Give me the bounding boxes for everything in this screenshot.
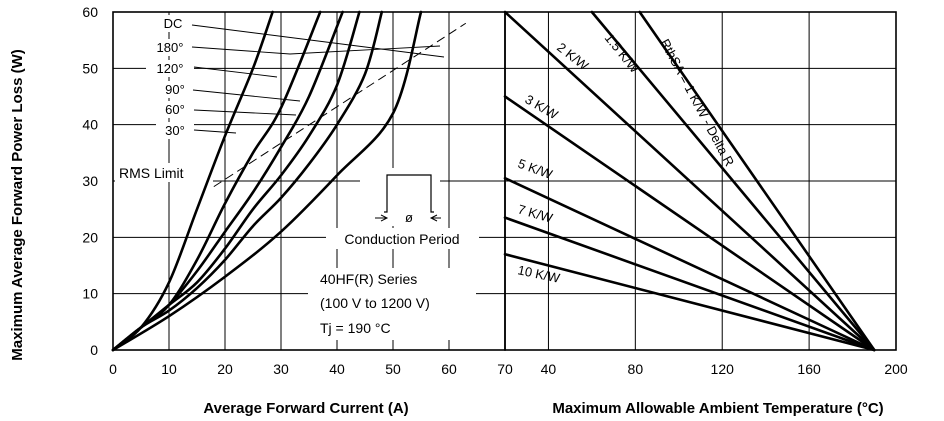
- right-x-tick-label: 160: [797, 361, 821, 377]
- left-x-tick-label: 0: [109, 361, 117, 377]
- left-x-tick-label: 40: [329, 361, 345, 377]
- y-tick-label: 0: [90, 342, 98, 358]
- y-tick-label: 20: [82, 229, 98, 245]
- left-x-tick-label: 30: [273, 361, 289, 377]
- right-x-tick-label: 40: [541, 361, 557, 377]
- right-grid: [505, 11, 897, 351]
- label-30: 30°: [165, 123, 185, 138]
- left-x-tick-label: 20: [217, 361, 233, 377]
- right-series-line-0: [638, 10, 876, 352]
- y-axis-title: Maximum Average Forward Power Loss (W): [9, 49, 26, 360]
- right-series-line-5: [503, 216, 876, 352]
- left-x-tick-label: 10: [161, 361, 177, 377]
- voltage-range-label: (100 V to 1200 V): [320, 295, 430, 311]
- label-3kw: 3 K/W: [523, 92, 562, 123]
- left-y-ticks: 0 10 20 30 40 50 60: [82, 4, 98, 358]
- right-plot-frame: [504, 11, 897, 351]
- right-x-axis-title: Maximum Allowable Ambient Temperature (°…: [552, 400, 883, 417]
- label-dc: DC: [164, 16, 183, 31]
- annotation-backgrounds: [115, 15, 479, 340]
- left-curves: [111, 10, 467, 352]
- left-series-line-6: [213, 22, 467, 188]
- right-series-line-2: [503, 10, 876, 352]
- label-7kw: 7 K/W: [516, 201, 555, 225]
- label-90: 90°: [165, 82, 185, 97]
- right-series-line-3: [503, 95, 876, 352]
- label-120: 120°: [157, 61, 184, 76]
- right-x-tick-label: 80: [628, 361, 644, 377]
- label-1-5kw: 1.5 K/W: [602, 30, 643, 76]
- right-x-tick-label: 120: [711, 361, 735, 377]
- label-rms-limit: RMS Limit: [119, 165, 184, 181]
- left-x-ticks: 0 10 20 30 40 50 60: [109, 361, 457, 377]
- y-tick-label: 60: [82, 4, 98, 20]
- tj-label: Tj = 190 °C: [320, 320, 391, 336]
- label-5kw: 5 K/W: [516, 156, 555, 182]
- y-tick-label: 50: [82, 60, 98, 76]
- right-series-line-4: [503, 176, 876, 352]
- right-series-line-6: [503, 252, 876, 352]
- right-series-line-1: [590, 10, 876, 352]
- label-60: 60°: [165, 102, 185, 117]
- left-series-line-4: [111, 10, 384, 352]
- label-10kw: 10 K/W: [516, 262, 562, 286]
- label-180: 180°: [157, 40, 184, 55]
- label-leaders: [191, 24, 445, 134]
- label-rthsa-1: RthSA = 1 K/W - Delta R: [657, 36, 737, 168]
- series-label: 40HF(R) Series: [320, 271, 417, 287]
- left-x-tick-label: 60: [441, 361, 457, 377]
- phi-symbol: ø: [405, 210, 413, 225]
- conduction-period-label: Conduction Period: [344, 231, 459, 247]
- right-x-tick-label: 70: [497, 361, 513, 377]
- left-x-tick-label: 50: [385, 361, 401, 377]
- y-tick-label: 10: [82, 286, 98, 302]
- y-tick-label: 40: [82, 117, 98, 133]
- right-curves: [503, 10, 876, 352]
- left-series-line-3: [111, 10, 361, 352]
- conduction-waveform-icon: ø: [375, 174, 441, 225]
- right-x-ticks: 70 40 80 120 160 200: [497, 361, 908, 377]
- right-x-tick-label: 200: [884, 361, 908, 377]
- y-tick-label: 30: [82, 173, 98, 189]
- left-x-axis-title: Average Forward Current (A): [203, 400, 408, 417]
- left-series-line-5: [111, 10, 423, 352]
